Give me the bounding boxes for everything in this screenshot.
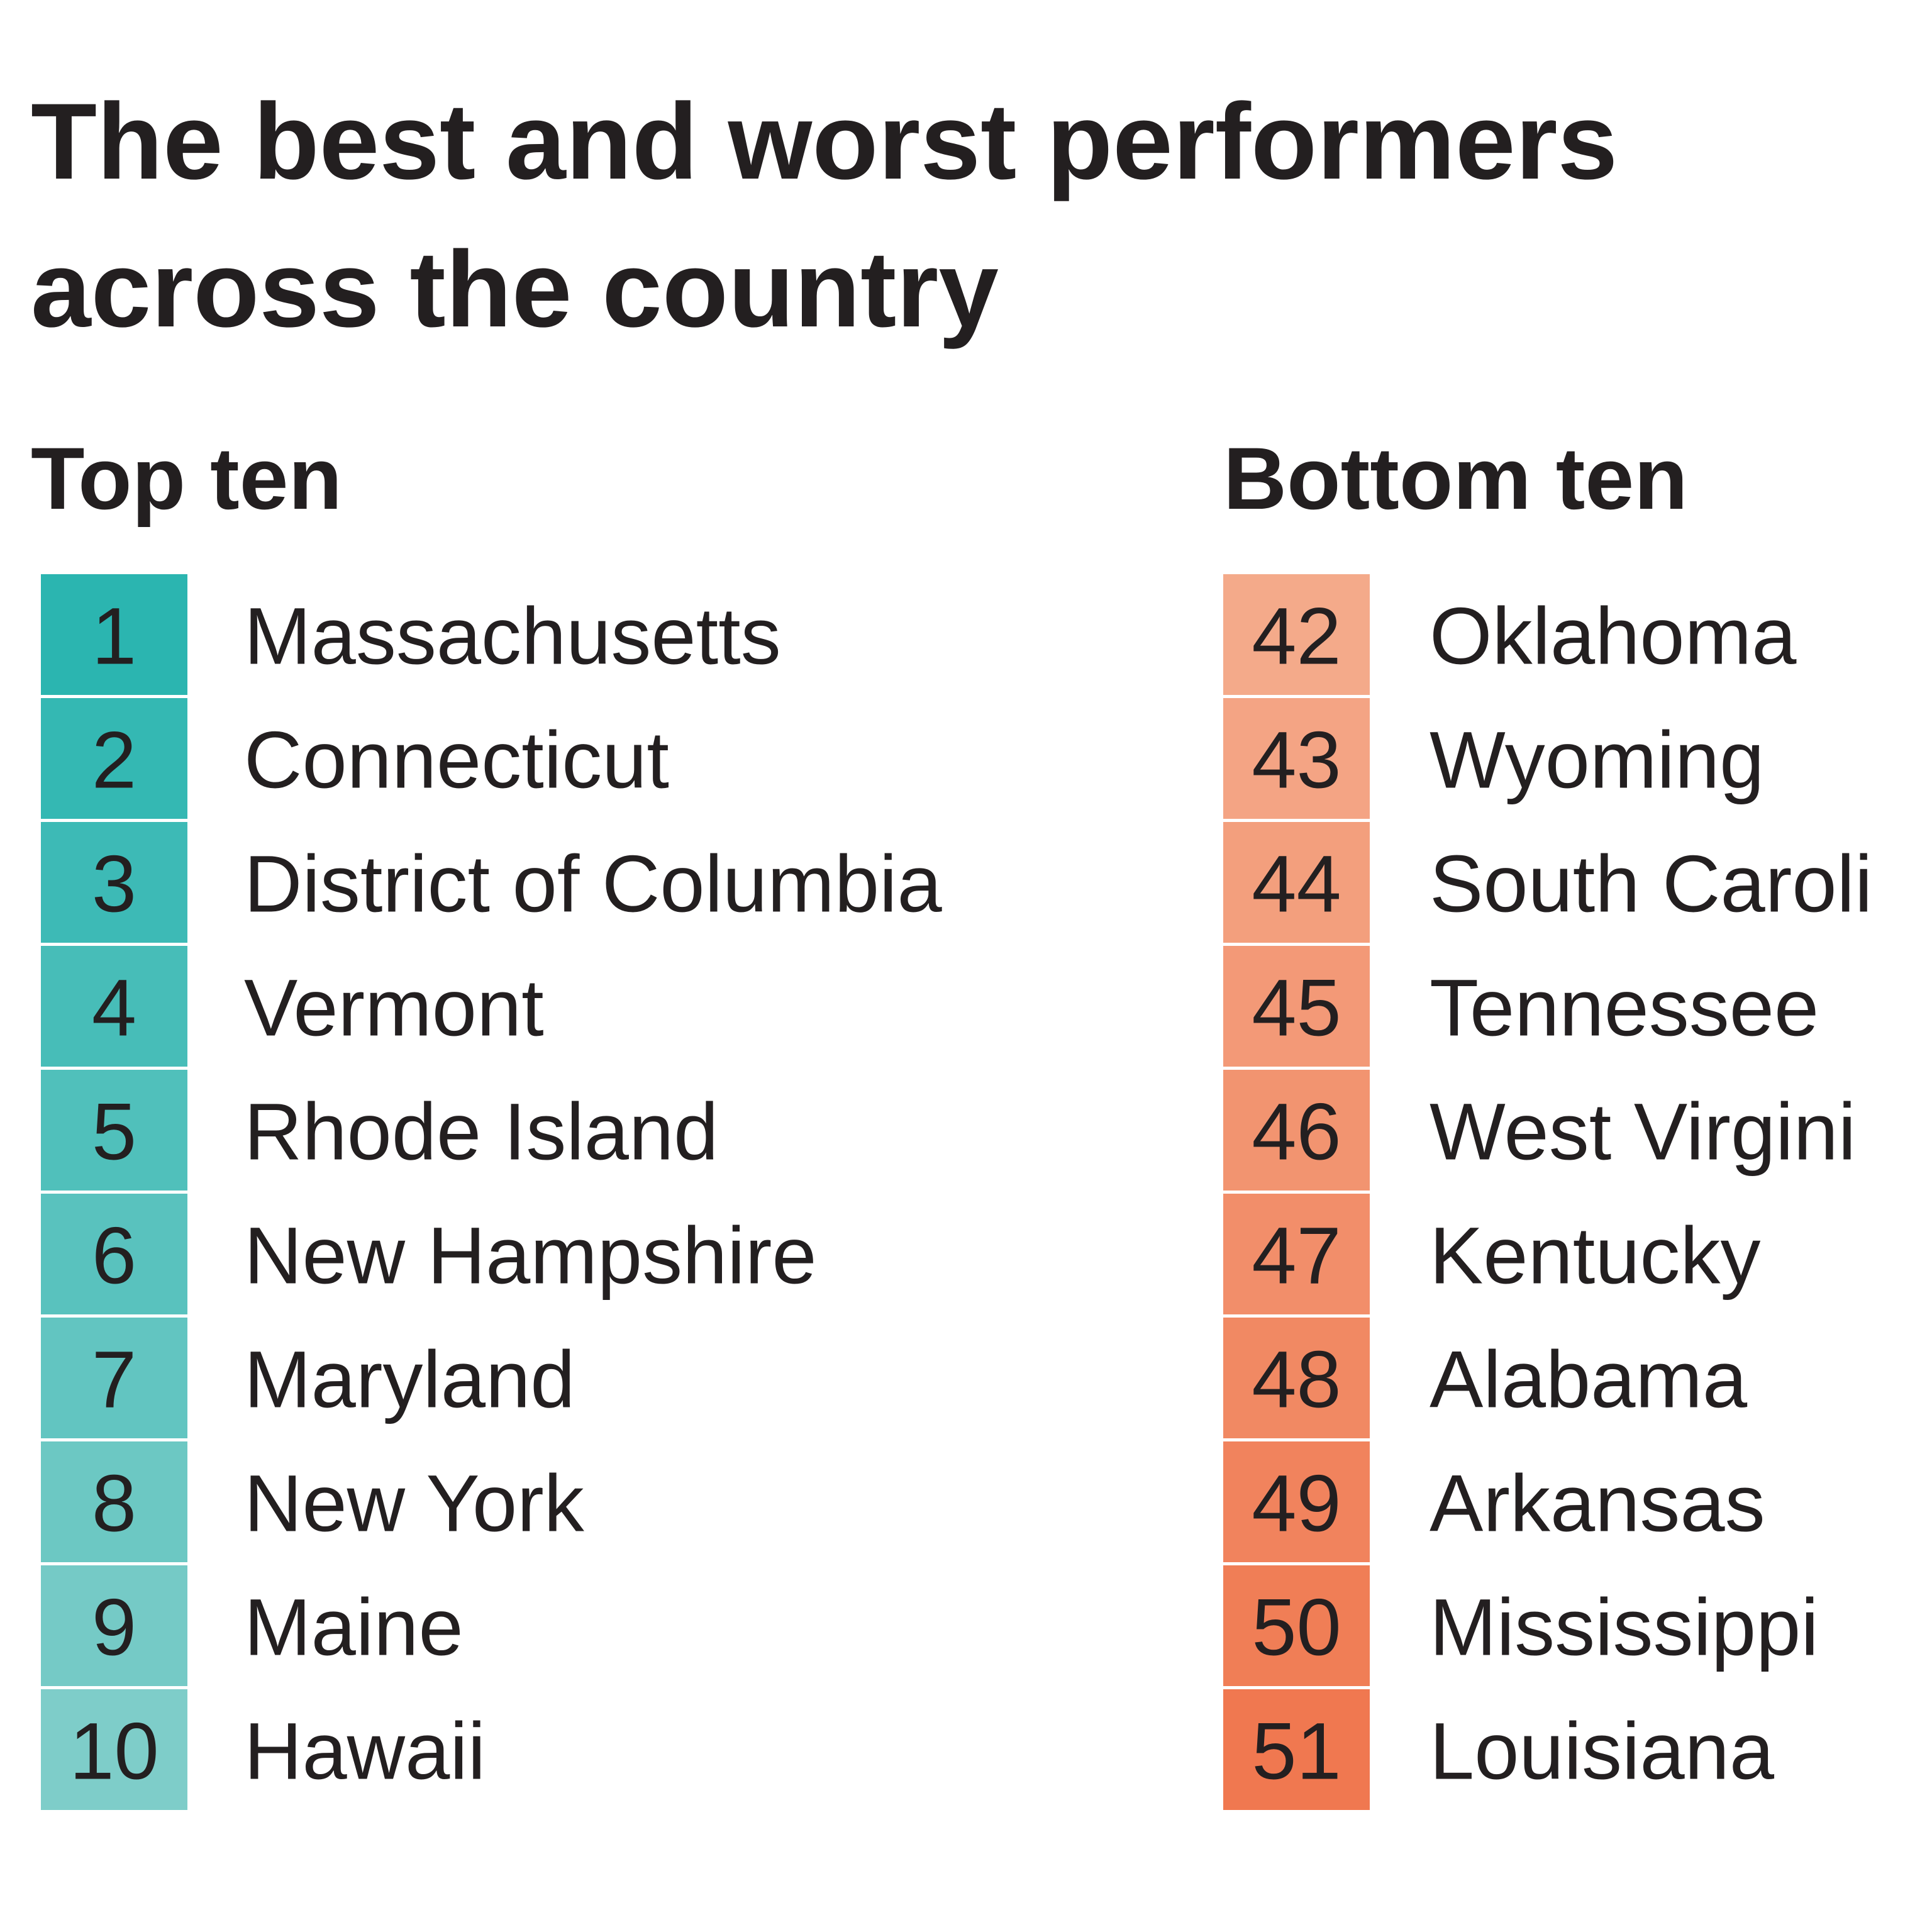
rank: 4 [92,963,136,1053]
state-name: Arkansas [1430,1459,1765,1549]
state-name: Maryland [244,1335,575,1425]
state-name: Tennessee [1430,963,1819,1053]
state-name: South Caroli [1430,840,1872,930]
rank-box [41,1070,187,1191]
rank-box [1223,822,1370,943]
rank: 10 [69,1707,158,1797]
title-line: across the country [31,229,999,350]
title-line: The best and worst performers [31,81,1618,202]
rank: 7 [92,1335,136,1425]
rank: 45 [1252,963,1341,1053]
state-name: Maine [244,1583,464,1673]
state-name: Wyoming [1430,716,1764,806]
state-name: District of Columbia [244,840,942,930]
rank-box [41,946,187,1067]
rank: 9 [92,1583,136,1673]
rank-box [41,1441,187,1562]
rank: 8 [92,1459,136,1549]
rank: 48 [1252,1335,1341,1425]
rank-box [41,698,187,819]
rank: 5 [92,1087,136,1177]
state-name: Oklahoma [1430,592,1797,682]
rank-box [41,1318,187,1438]
list-heading: Top ten [31,429,342,528]
list-heading: Bottom ten [1223,429,1688,528]
rank: 2 [92,716,136,806]
rank-box [1223,1689,1370,1810]
state-name: Massachusetts [244,592,781,682]
state-name: West Virgini [1430,1087,1856,1177]
rank-box [1223,1070,1370,1191]
rank-box [41,1565,187,1686]
rank: 50 [1252,1583,1341,1673]
rank: 43 [1252,716,1341,806]
rank: 42 [1252,592,1341,682]
rank-box [1223,1565,1370,1686]
rank-box [41,1689,187,1810]
rank: 46 [1252,1087,1341,1177]
rank: 1 [92,592,136,682]
rank-box [1223,1318,1370,1438]
state-name: Vermont [244,963,544,1053]
rank: 6 [92,1211,136,1301]
state-name: Rhode Island [244,1087,718,1177]
state-name: New York [244,1459,585,1549]
rank-box [41,822,187,943]
state-name: Hawaii [244,1707,486,1797]
state-name: Kentucky [1430,1211,1761,1301]
rank: 51 [1252,1707,1341,1797]
rank-box [41,1194,187,1314]
state-name: Connecticut [244,716,669,806]
rank: 49 [1252,1459,1341,1549]
rank-box [1223,574,1370,695]
state-name: New Hampshire [244,1211,817,1301]
rank-box [1223,1441,1370,1562]
rank-box [1223,1194,1370,1314]
rank-box [41,574,187,695]
rank: 47 [1252,1211,1341,1301]
rank: 44 [1252,840,1341,930]
rank-box [1223,698,1370,819]
state-name: Alabama [1430,1335,1748,1425]
state-name: Mississippi [1430,1583,1819,1673]
rank-box [1223,946,1370,1067]
state-name: Louisiana [1430,1707,1775,1797]
rank: 3 [92,840,136,930]
